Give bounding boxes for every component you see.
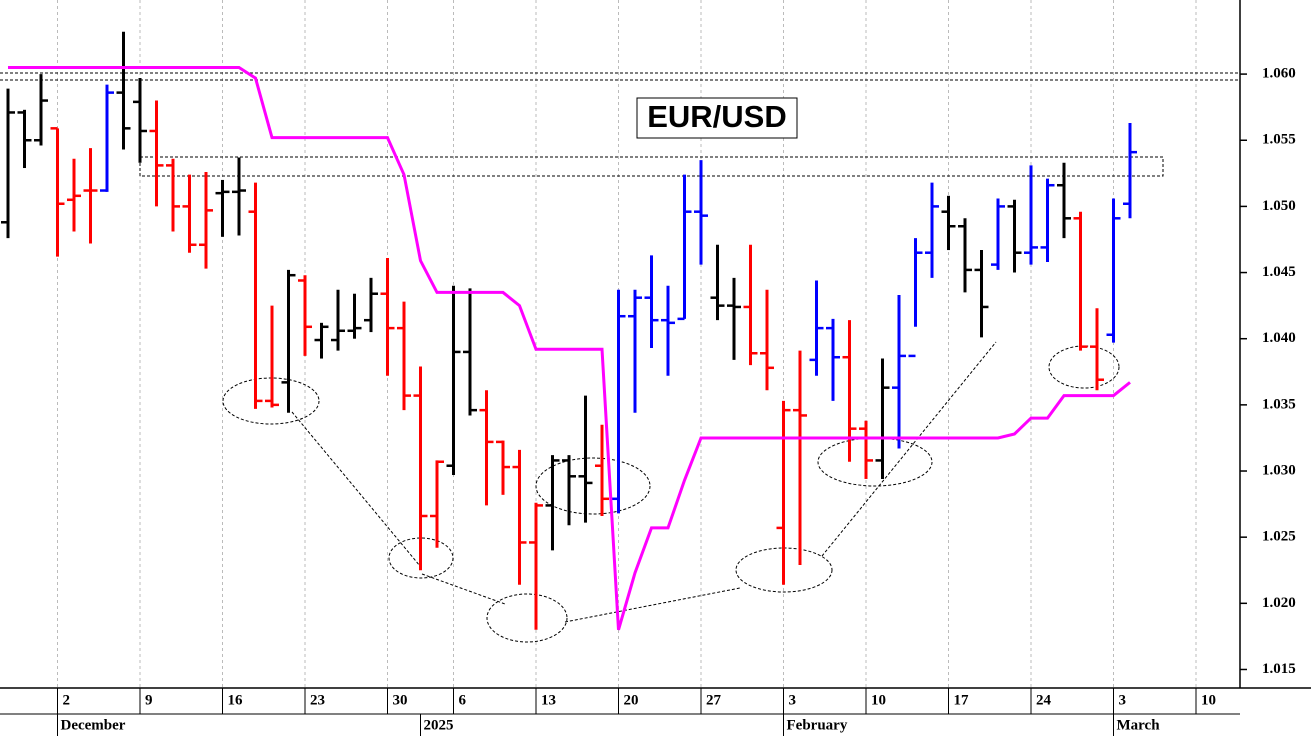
ellipse [388,537,454,579]
ellipse [1048,345,1120,389]
x-tick-label: 20 [624,692,639,708]
y-tick-label: 1.055 [1262,132,1296,148]
x-tick-label: 6 [459,692,467,708]
x-tick-label: 17 [954,692,970,708]
title-box [636,97,798,139]
y-tick-label: 1.025 [1262,529,1296,545]
x-tick-label: 24 [1036,692,1052,708]
x-group-label: February [787,717,848,733]
x-tick-label: 10 [1201,692,1216,708]
x-tick-label: 3 [789,692,797,708]
ellipse [486,593,568,643]
y-tick-label: 1.030 [1262,462,1296,478]
x-tick-label: 23 [310,692,325,708]
ellipse [535,457,651,515]
x-group-label: March [1117,717,1161,733]
trend-line [291,411,421,567]
chart-title: EUR/USD [647,99,787,134]
ellipse [817,437,933,487]
y-tick-label: 1.040 [1262,330,1296,346]
x-tick-label: 27 [706,692,722,708]
x-group-label: 2025 [424,717,454,733]
annotations [0,72,1240,643]
resistance-box [139,156,1164,177]
marks [1,31,1137,631]
x-tick-label: 2 [63,692,71,708]
x-tick-label: 30 [393,692,408,708]
x-tick-label: 10 [871,692,886,708]
x-tick-label: 16 [228,692,244,708]
y-tick-label: 1.020 [1262,595,1296,611]
x-tick-label: 9 [145,692,153,708]
y-tick-label: 1.015 [1262,661,1296,677]
y-tick-label: 1.060 [1262,66,1296,82]
x-group-label: December [61,717,126,733]
y-tick-label: 1.035 [1262,396,1296,412]
stop-line [8,65,1131,631]
y-tick-label: 1.050 [1262,198,1296,214]
y-tick-label: 1.045 [1262,264,1296,280]
trend-line [821,341,997,557]
x-tick-label: 3 [1119,692,1127,708]
x-tick-label: 13 [541,692,556,708]
